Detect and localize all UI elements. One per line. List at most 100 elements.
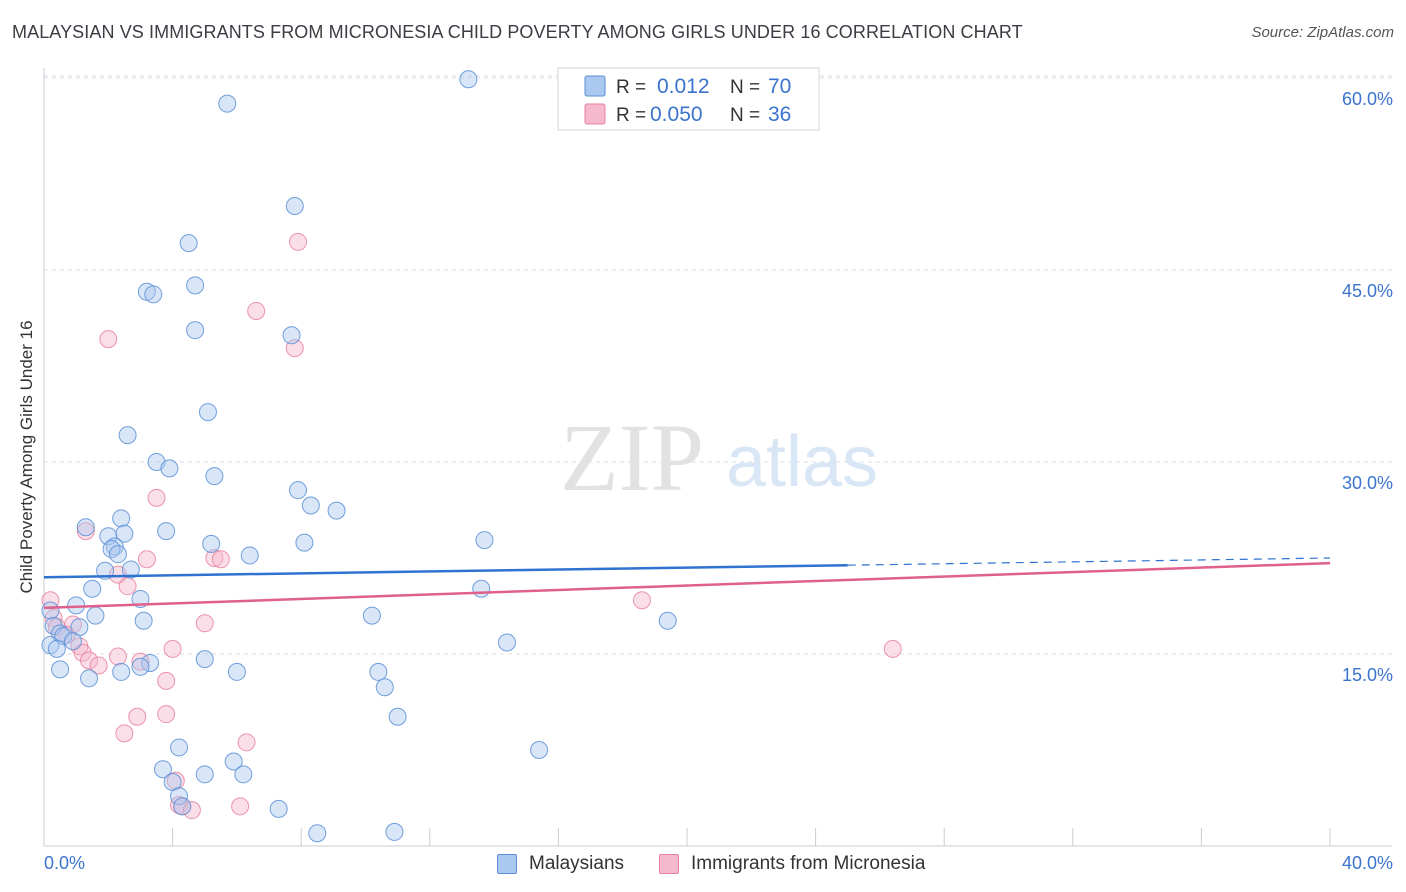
- micronesia-point: [128, 707, 147, 726]
- malaysians-point: [227, 662, 246, 681]
- malaysians-point: [112, 509, 131, 528]
- micronesia-point: [632, 591, 651, 610]
- malaysians-point: [497, 633, 516, 652]
- legend-n-label: N =: [730, 105, 760, 126]
- malaysians-point: [658, 611, 677, 630]
- malaysians-point: [76, 518, 95, 537]
- malaysians-point: [179, 234, 198, 253]
- trend-line-malaysians: [43, 563, 848, 579]
- legend-n-label: N =: [730, 77, 760, 98]
- malaysians-point: [63, 632, 82, 651]
- malaysians-point: [295, 533, 314, 552]
- micronesia-point: [157, 705, 176, 724]
- malaysians-point: [385, 822, 404, 841]
- malaysians-point: [186, 321, 205, 340]
- y-axis-tick-labels: 15.0% 30.0% 45.0% 60.0%: [1342, 89, 1393, 685]
- series-malaysians-points: [41, 70, 677, 843]
- series-legend: Malaysians Immigrants from Micronesia: [0, 852, 1406, 878]
- micronesia-point: [231, 797, 250, 816]
- micronesia-point: [137, 550, 156, 569]
- y-tick-label: 60.0%: [1342, 89, 1393, 109]
- legend-r-label: R =: [616, 77, 646, 98]
- series-micronesia-points: [41, 232, 902, 820]
- micronesia-point: [131, 652, 150, 671]
- malaysians-point: [118, 426, 137, 445]
- malaysians-point: [41, 601, 60, 620]
- x-tick-label: 0.0%: [44, 853, 85, 873]
- micronesia-point: [73, 643, 92, 662]
- micronesia-point: [147, 488, 166, 507]
- malaysians-point: [308, 824, 327, 843]
- zipatlas-watermark: ZIP atlas: [560, 404, 878, 511]
- trend-line-micronesia: [43, 561, 1331, 610]
- micronesia-point: [288, 232, 307, 251]
- micronesia-point: [195, 614, 214, 633]
- axes: [43, 68, 1392, 847]
- malaysians-point: [195, 650, 214, 669]
- malaysians-point: [327, 501, 346, 520]
- y-tick-label: 15.0%: [1342, 665, 1393, 685]
- micronesia-point: [76, 522, 95, 541]
- malaysians-point: [134, 611, 153, 630]
- micronesia-point: [157, 671, 176, 690]
- micronesia-point: [80, 651, 99, 670]
- malaysians-point: [47, 639, 66, 658]
- malaysians-point: [86, 606, 105, 625]
- malaysians-point: [234, 765, 253, 784]
- micronesia-point: [211, 550, 230, 569]
- legend-item-micronesia[interactable]: Immigrants from Micronesia: [659, 852, 925, 876]
- micronesia-point: [108, 647, 127, 666]
- malaysians-point: [369, 662, 388, 681]
- malaysians-point: [170, 738, 189, 757]
- malaysians-point: [375, 678, 394, 697]
- chart-source: Source: ZipAtlas.com: [1251, 24, 1394, 41]
- malaysians-point: [202, 534, 221, 553]
- y-tick-label: 45.0%: [1342, 281, 1393, 301]
- malaysians-point: [51, 660, 70, 679]
- malaysians-point: [80, 669, 99, 688]
- legend-swatch-malaysians: [584, 75, 606, 97]
- trend-line-malaysians-extension: [847, 557, 1331, 566]
- legend-r-value: 0.012: [657, 75, 710, 98]
- watermark-zip: ZIP: [560, 404, 704, 511]
- legend-label-micronesia: Immigrants from Micronesia: [691, 853, 926, 874]
- legend-n-value: 36: [768, 103, 791, 126]
- malaysians-point: [108, 545, 127, 564]
- malaysians-point: [475, 531, 494, 550]
- malaysians-point: [459, 70, 478, 89]
- malaysians-point: [121, 560, 140, 579]
- micronesia-point: [205, 549, 224, 567]
- malaysians-point: [141, 653, 160, 672]
- malaysians-point: [472, 579, 491, 598]
- x-axis-ticks: 0.0% 40.0%: [44, 828, 1393, 873]
- malaysians-point: [205, 467, 224, 486]
- malaysians-point: [362, 606, 381, 625]
- watermark-atlas: atlas: [726, 422, 878, 502]
- malaysians-point: [218, 94, 237, 113]
- micronesia-point: [163, 639, 182, 658]
- y-tick-label: 30.0%: [1342, 473, 1393, 493]
- micronesia-point: [99, 330, 118, 349]
- malaysians-point: [83, 579, 102, 598]
- malaysians-point: [170, 787, 189, 806]
- malaysians-point: [131, 657, 150, 676]
- y-axis-label: Child Poverty Among Girls Under 16: [17, 320, 36, 593]
- legend-item-malaysians[interactable]: Malaysians: [497, 852, 624, 876]
- malaysians-point: [530, 741, 549, 759]
- legend-swatch-malaysians: [497, 854, 517, 874]
- legend-n-value: 70: [768, 75, 791, 98]
- malaysians-point: [301, 496, 320, 515]
- malaysians-point: [224, 752, 243, 771]
- malaysians-point: [144, 285, 163, 304]
- malaysians-point: [153, 760, 172, 779]
- micronesia-point: [883, 639, 902, 658]
- micronesia-point: [247, 301, 266, 320]
- micronesia-point: [89, 656, 108, 675]
- micronesia-point: [237, 733, 256, 752]
- legend-r-value: 0.050: [650, 103, 703, 126]
- micronesia-point: [118, 577, 137, 596]
- malaysians-point: [269, 799, 288, 818]
- malaysians-point: [115, 524, 134, 543]
- x-tick-label: 40.0%: [1342, 853, 1393, 873]
